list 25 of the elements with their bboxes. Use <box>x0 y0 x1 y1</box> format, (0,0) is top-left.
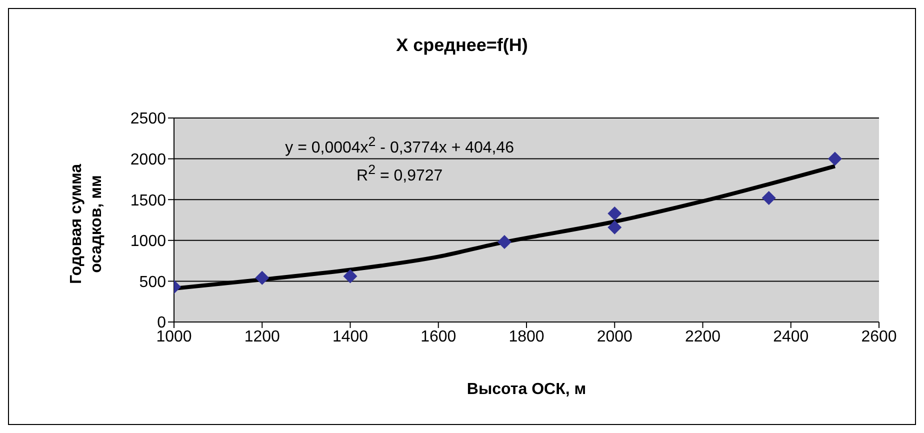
point <box>343 269 358 284</box>
y-tick-label: 1500 <box>130 192 166 210</box>
x-tick-label: 2600 <box>861 328 897 346</box>
x-tick-label: 2200 <box>684 328 721 346</box>
point <box>497 235 512 250</box>
x-tick-label: 1400 <box>332 328 368 346</box>
point <box>255 270 270 285</box>
chart-title: X среднее=f(H) <box>395 35 529 56</box>
x-tick-label: 1600 <box>420 328 456 346</box>
point <box>608 206 622 220</box>
y-tick-label: 2000 <box>130 151 166 168</box>
annotation: y = 0,0004x$^{2}$ - 0,3774x + 404,46 <box>284 134 516 158</box>
annotation: R$^{2}$ = 0,9727 <box>356 162 444 186</box>
y-tick-label: 500 <box>139 274 166 291</box>
x-tick-label: 1200 <box>244 328 280 346</box>
y-axis-title: Годовая сумма осадков, мм <box>67 162 106 286</box>
y-tick-label: 1000 <box>130 233 166 250</box>
point <box>762 190 776 205</box>
x-axis-title: Высота ОСК, м <box>466 381 588 399</box>
x-tick-label: 2400 <box>773 328 809 346</box>
y-tick-label: 2500 <box>130 110 166 128</box>
point <box>608 220 622 234</box>
point <box>828 152 842 166</box>
x-tick-label: 2000 <box>596 328 633 346</box>
x-tick-label: 1800 <box>508 328 544 346</box>
